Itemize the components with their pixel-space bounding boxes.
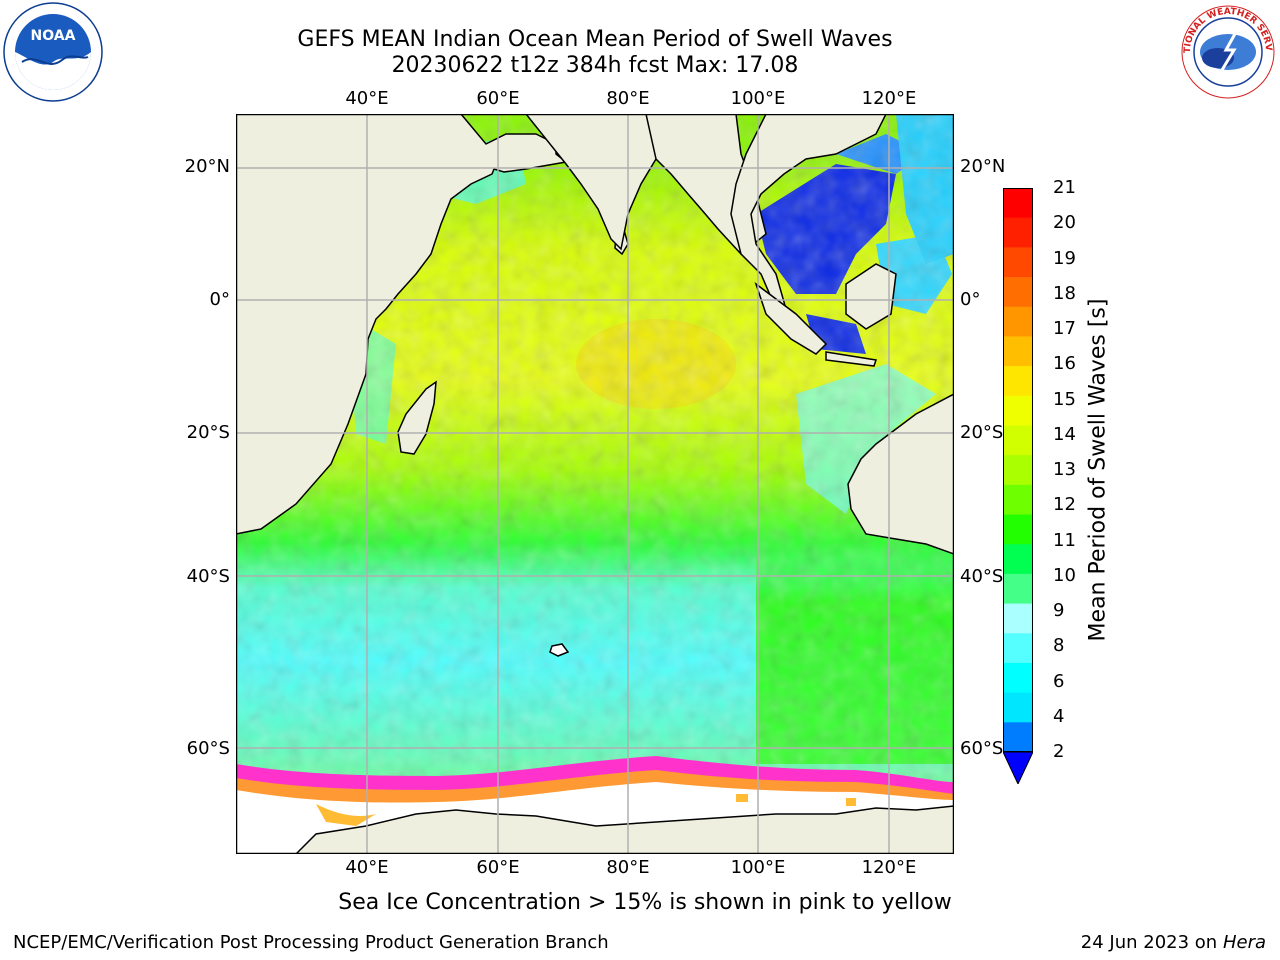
footer-date-text: 24 Jun 2023 on bbox=[1080, 932, 1218, 953]
colorbar-tick-label: 13 bbox=[1053, 459, 1076, 480]
colorbar-band bbox=[1003, 484, 1033, 516]
lon-label-top-120e: 120°E bbox=[861, 88, 917, 109]
colorbar-band bbox=[1003, 217, 1033, 248]
colorbar-tick-label: 19 bbox=[1053, 247, 1076, 269]
colorbar-under-arrow bbox=[1002, 751, 1034, 786]
colorbar-band bbox=[1003, 395, 1033, 426]
colorbar-tick-label: 15 bbox=[1053, 388, 1076, 410]
colorbar-label: Mean Period of Swell Waves [s] bbox=[1085, 298, 1111, 642]
lon-label-top-80e: 80°E bbox=[606, 88, 650, 109]
lat-label-right-20n: 20°N bbox=[960, 156, 1006, 177]
footer-branch: NCEP/EMC/Verification Post Processing Pr… bbox=[13, 932, 609, 953]
colorbar-swatches bbox=[1002, 188, 1034, 786]
lon-label-top-40e: 40°E bbox=[345, 88, 389, 109]
lon-label-bottom-120e: 120°E bbox=[861, 857, 917, 878]
colorbar-tick-label: 8 bbox=[1053, 635, 1065, 657]
lat-label-right-0: 0° bbox=[960, 289, 981, 310]
noaa-logo-icon: NOAA bbox=[2, 2, 104, 102]
colorbar-band bbox=[1003, 692, 1033, 723]
colorbar-band bbox=[1003, 425, 1033, 456]
nws-logo-icon: NATIONAL WEATHER SERVICE bbox=[1174, 0, 1278, 100]
colorbar-band bbox=[1003, 306, 1033, 337]
lon-label-bottom-80e: 80°E bbox=[606, 857, 650, 878]
lat-label-left-40s: 40°S bbox=[186, 566, 230, 587]
colorbar-border bbox=[1003, 188, 1033, 752]
lat-label-left-20s: 20°S bbox=[186, 422, 230, 443]
lat-label-left-0: 0° bbox=[209, 289, 230, 310]
colorbar-tick-label: 16 bbox=[1053, 353, 1076, 375]
colorbar-tick-label: 18 bbox=[1053, 282, 1076, 304]
lat-label-right-20s: 20°S bbox=[960, 422, 1004, 443]
colorbar-band bbox=[1003, 247, 1033, 278]
colorbar-band bbox=[1003, 544, 1033, 575]
colorbar-tick-label: 21 bbox=[1053, 177, 1076, 198]
colorbar-band bbox=[1003, 366, 1033, 397]
lon-label-top-60e: 60°E bbox=[476, 88, 520, 109]
lat-label-left-20n: 20°N bbox=[184, 156, 230, 177]
colorbar-tick-label: 2 bbox=[1053, 741, 1065, 762]
lon-label-bottom-60e: 60°E bbox=[476, 857, 520, 878]
colorbar-band bbox=[1003, 573, 1033, 605]
map-panel bbox=[235, 113, 955, 855]
swell-period-map bbox=[235, 113, 955, 855]
lon-label-bottom-100e: 100°E bbox=[730, 857, 786, 878]
colorbar-tick-label: 4 bbox=[1053, 705, 1065, 727]
title-line-2: 20230622 t12z 384h fcst Max: 17.08 bbox=[391, 53, 799, 78]
colorbar-band bbox=[1003, 277, 1033, 308]
noaa-logo-text: NOAA bbox=[31, 28, 76, 44]
lat-label-left-60s: 60°S bbox=[186, 738, 230, 759]
lat-label-right-60s: 60°S bbox=[960, 738, 1004, 759]
footer-machine: Hera bbox=[1222, 932, 1266, 953]
colorbar-tick-label: 10 bbox=[1053, 564, 1076, 586]
colorbar-band bbox=[1003, 455, 1033, 486]
lat-label-right-40s: 40°S bbox=[960, 566, 1004, 587]
colorbar-tick-label: 6 bbox=[1053, 670, 1065, 692]
colorbar-tick-label: 11 bbox=[1053, 529, 1076, 551]
colorbar-band bbox=[1003, 514, 1033, 545]
colorbar-band bbox=[1003, 722, 1033, 753]
colorbar-band bbox=[1003, 603, 1033, 634]
colorbar-band bbox=[1003, 336, 1033, 367]
sea-ice-caption: Sea Ice Concentration > 15% is shown in … bbox=[338, 890, 952, 915]
footer-date: 24 Jun 2023 on Hera bbox=[1081, 932, 1266, 953]
title-line-1: GEFS MEAN Indian Ocean Mean Period of Sw… bbox=[297, 27, 893, 52]
colorbar-tick-label: 20 bbox=[1053, 212, 1076, 234]
colorbar-tick-label: 17 bbox=[1053, 318, 1076, 339]
colorbar-band bbox=[1003, 662, 1033, 694]
colorbar-tick-label: 14 bbox=[1053, 423, 1076, 445]
lon-label-bottom-40e: 40°E bbox=[345, 857, 389, 878]
colorbar-band bbox=[1003, 188, 1033, 219]
colorbar-tick-label: 12 bbox=[1053, 494, 1076, 516]
lon-label-top-100e: 100°E bbox=[730, 88, 786, 109]
colorbar-band bbox=[1003, 633, 1033, 664]
colorbar bbox=[1002, 188, 1034, 786]
colorbar-tick-label: 9 bbox=[1053, 600, 1065, 621]
